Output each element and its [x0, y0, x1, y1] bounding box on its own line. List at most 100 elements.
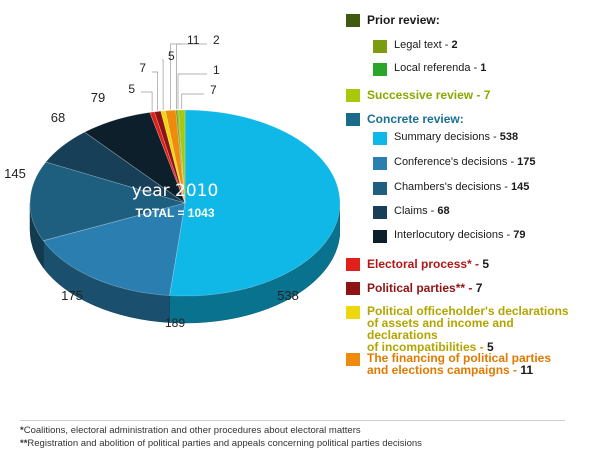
pie-slice-electoral [149, 111, 186, 204]
legend-legal-text-label: Legal text - [394, 39, 452, 51]
legend-summary-label: Summary decisions - [394, 131, 500, 143]
swatch-financing [346, 353, 360, 366]
pie-label-officeholder: 5 [168, 49, 175, 63]
swatch-conference-decisions [373, 157, 387, 170]
legend-parties-value: 7 [475, 281, 483, 295]
legend-electoral-label: Electoral process* - [367, 257, 483, 271]
legend-political-parties: Political parties** - 7 [346, 281, 482, 295]
legend-summary-decisions: Summary decisions - 538 [373, 131, 518, 145]
pie-label-successive: 7 [210, 83, 217, 97]
swatch-summary-decisions [373, 132, 387, 145]
legend-claims: Claims - 68 [373, 205, 450, 219]
pie-label-electoral: 5 [128, 82, 135, 96]
legend-local-referenda-label: Local referenda - [394, 62, 481, 74]
legend-financing-line1: The financing of political parties [367, 351, 552, 365]
legend-officeholder-line1: Political officeholder's declarations [367, 304, 569, 318]
pie-label-interlocutory: 79 [91, 90, 105, 105]
legend-financing: The financing of political parties and e… [346, 352, 551, 376]
legend-interlocutory-label: Interlocutory decisions - [394, 229, 514, 241]
pie-slice-legal_text [175, 109, 186, 204]
swatch-interlocutory-decisions [373, 230, 387, 243]
pie-slice-claims [45, 131, 186, 204]
legend-successive-label: Successive review - [367, 88, 484, 102]
legend-chambers-label: Chambers's decisions - [394, 181, 512, 193]
pie-slice-financing [165, 109, 186, 204]
legend-prior-review: Prior review: [346, 13, 440, 27]
pie-slice-chambers [29, 161, 187, 242]
pie-label-conference: 175 [61, 288, 83, 303]
swatch-claims [373, 206, 387, 219]
leader-line-successive [181, 93, 204, 110]
legend-prior-title: Prior review: [367, 13, 440, 27]
footnote-electoral-text: Coalitions, electoral administration and… [23, 425, 361, 436]
leader-line-officeholder [162, 59, 164, 110]
legend-chambers-value: 145 [511, 181, 530, 193]
extra-value-label: 189 [165, 316, 185, 330]
legend-electoral-value: 5 [482, 257, 490, 271]
legend-concrete-review: Concrete review: [346, 112, 464, 126]
legend-electoral-process: Electoral process* - 5 [346, 257, 489, 271]
swatch-chambers-decisions [373, 182, 387, 195]
swatch-successive-review [346, 89, 360, 102]
pie-label-local_referenda: 1 [213, 63, 220, 77]
pie-slice-summary [169, 109, 340, 297]
footnotes: *Coalitions, electoral administration an… [20, 420, 565, 450]
pie-slice-interlocutory [83, 112, 186, 204]
swatch-prior-review [346, 14, 360, 27]
legend-officeholder-line2: of assets and income and declarations [367, 316, 514, 342]
pie-slice-local_referenda [177, 109, 186, 204]
footnote-electoral: *Coalitions, electoral administration an… [20, 424, 565, 437]
legend-local-referenda: Local referenda - 1 [373, 62, 486, 76]
legend-successive-review: Successive review - 7 [346, 88, 490, 102]
legend-interlocutory-decisions: Interlocutory decisions - 79 [373, 229, 525, 243]
pie-label-legal_text: 2 [213, 33, 220, 47]
legend-legal-text-value: 2 [451, 39, 458, 51]
footnote-electoral-mark: * [20, 425, 24, 436]
pie-slice-parties [153, 110, 186, 204]
legend-local-referenda-value: 1 [480, 62, 487, 74]
pie-label-chambers: 145 [4, 166, 26, 181]
center-total: TOTAL = 1043 [135, 206, 214, 220]
footnote-parties-mark: ** [20, 438, 28, 449]
leader-line-electoral [141, 91, 153, 112]
pie-leader-lines [141, 43, 207, 112]
legend-chambers-decisions: Chambers's decisions - 145 [373, 181, 529, 195]
legend-officeholder-value: 5 [487, 340, 494, 354]
pie-label-financing: 11 [187, 33, 200, 47]
leader-line-local_referenda [177, 73, 207, 110]
legend-claims-label: Claims - [394, 205, 438, 217]
legend-parties-label: Political parties** - [367, 281, 476, 295]
footnote-parties-text: Registration and abolition of political … [27, 438, 422, 449]
swatch-electoral-process [346, 258, 360, 271]
swatch-local-referenda [373, 63, 387, 76]
swatch-concrete-review [346, 113, 360, 126]
legend-officeholder-line3: of incompatibilities - [367, 340, 488, 354]
pie-slice-conference [42, 202, 186, 296]
center-title: year 2010 [132, 181, 219, 201]
swatch-political-parties [346, 282, 360, 295]
footnote-parties: **Registration and abolition of politica… [20, 437, 565, 450]
legend-financing-line2: and elections campaigns - [367, 363, 521, 377]
legend-claims-value: 68 [437, 205, 450, 217]
pie-label-claims: 68 [51, 110, 65, 125]
legend-concrete-title: Concrete review: [367, 112, 464, 126]
legend-officeholder-declarations: Political officeholder's declarations of… [346, 305, 586, 353]
pie-slice-successive [178, 109, 186, 204]
pie-label-parties: 7 [139, 61, 146, 75]
legend-successive-value: 7 [483, 88, 491, 102]
swatch-officeholder-declarations [346, 306, 360, 319]
leader-line-parties [152, 71, 158, 111]
legend-financing-value: 11 [520, 363, 534, 377]
legend-conference-label: Conference's decisions - [394, 156, 518, 168]
legend-interlocutory-value: 79 [513, 229, 526, 241]
pie-top [29, 109, 340, 297]
legend-legal-text: Legal text - 2 [373, 39, 458, 53]
legend-conference-value: 175 [517, 156, 536, 168]
pie-label-summary: 538 [277, 288, 299, 303]
swatch-legal-text [373, 40, 387, 53]
pie-slice-officeholder [160, 110, 186, 204]
legend-summary-value: 538 [499, 131, 519, 143]
legend-conference-decisions: Conference's decisions - 175 [373, 156, 536, 170]
